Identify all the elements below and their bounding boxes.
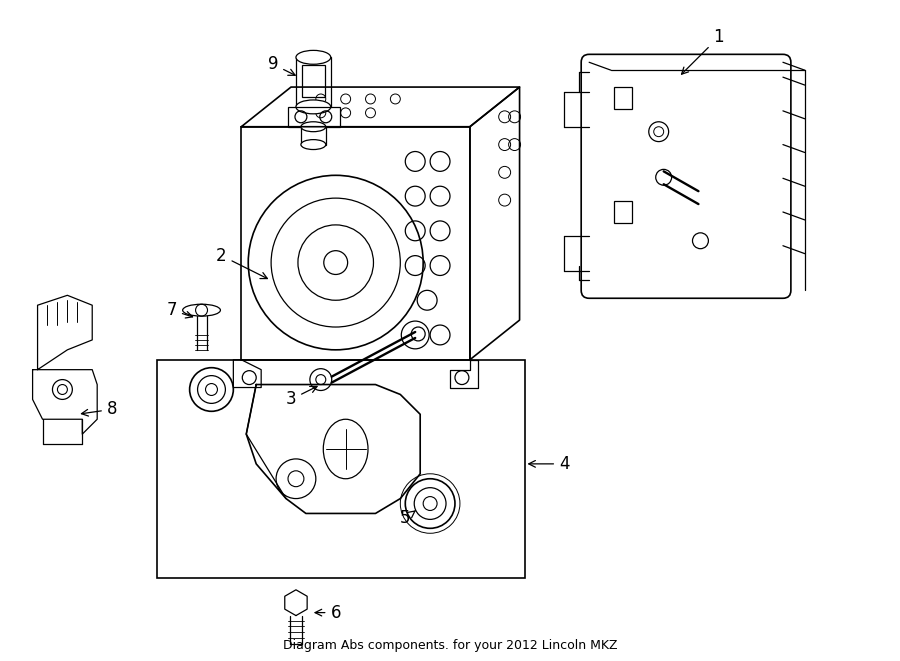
Ellipse shape [296,100,330,114]
Bar [241,127,470,360]
Text: Diagram Abs components. for your 2012 Lincoln MKZ: Diagram Abs components. for your 2012 Li… [283,639,617,652]
Text: 4: 4 [528,455,570,473]
Text: 2: 2 [216,247,267,278]
Ellipse shape [296,50,330,64]
Text: 9: 9 [268,56,295,75]
Ellipse shape [301,139,326,149]
Bar [296,58,330,107]
Text: 5: 5 [400,510,416,527]
FancyBboxPatch shape [581,54,791,298]
Bar [301,127,326,145]
Bar [614,201,632,223]
Text: 8: 8 [81,401,117,418]
Text: 7: 7 [166,301,193,319]
Bar [288,107,339,127]
Text: 3: 3 [285,387,317,408]
Bar [614,87,632,109]
Bar [157,360,525,578]
Text: 6: 6 [315,603,341,621]
Ellipse shape [323,419,368,479]
Ellipse shape [301,122,326,132]
Text: 1: 1 [681,28,724,74]
Bar [302,65,325,97]
Ellipse shape [183,304,220,316]
